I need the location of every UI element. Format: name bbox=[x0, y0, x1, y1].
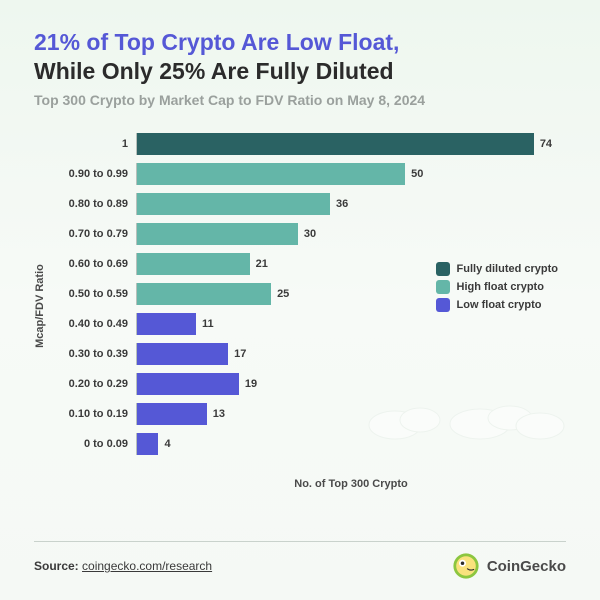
bar-fill: 50 bbox=[137, 163, 405, 185]
bar-track: 50 bbox=[136, 163, 566, 185]
bar-category-label: 0.60 to 0.69 bbox=[62, 258, 136, 270]
bar-category-label: 0.50 to 0.59 bbox=[62, 288, 136, 300]
bar-value-label: 30 bbox=[304, 228, 316, 240]
subtitle: Top 300 Crypto by Market Cap to FDV Rati… bbox=[34, 92, 566, 108]
legend: Fully diluted crypto High float crypto Low… bbox=[436, 262, 558, 316]
bar-row: 0.90 to 0.9950 bbox=[62, 160, 566, 188]
bar-value-label: 17 bbox=[234, 348, 246, 360]
bar-fill: 30 bbox=[137, 223, 298, 245]
headline-line-2: While Only 25% Are Fully Diluted bbox=[34, 57, 566, 86]
x-axis-label: No. of Top 300 Crypto bbox=[136, 478, 566, 490]
cloud-decoration bbox=[360, 390, 570, 440]
bar-fill: 74 bbox=[137, 133, 534, 155]
bar-fill: 19 bbox=[137, 373, 239, 395]
bar-row: 0.70 to 0.7930 bbox=[62, 220, 566, 248]
source-link[interactable]: coingecko.com/research bbox=[82, 559, 212, 573]
legend-swatch bbox=[436, 262, 450, 276]
bar-value-label: 11 bbox=[202, 318, 214, 330]
bar-track: 36 bbox=[136, 193, 566, 215]
bar-category-label: 0.80 to 0.89 bbox=[62, 198, 136, 210]
bar-category-label: 0 to 0.09 bbox=[62, 438, 136, 450]
legend-label: Fully diluted crypto bbox=[457, 263, 558, 275]
legend-label: High float crypto bbox=[457, 281, 544, 293]
coingecko-icon bbox=[452, 552, 480, 580]
legend-swatch bbox=[436, 280, 450, 294]
bar-fill: 17 bbox=[137, 343, 228, 365]
bar-value-label: 21 bbox=[256, 258, 268, 270]
bar-track: 30 bbox=[136, 223, 566, 245]
legend-item: Low float crypto bbox=[436, 298, 558, 312]
bar-value-label: 13 bbox=[213, 408, 225, 420]
footer: Source: coingecko.com/research CoinGecko bbox=[34, 541, 566, 580]
bar-category-label: 0.10 to 0.19 bbox=[62, 408, 136, 420]
bar-row: 0.30 to 0.3917 bbox=[62, 340, 566, 368]
bar-category-label: 1 bbox=[62, 138, 136, 150]
y-axis-label: Mcap/FDV Ratio bbox=[34, 264, 46, 348]
bar-category-label: 0.70 to 0.79 bbox=[62, 228, 136, 240]
headline-line-1: 21% of Top Crypto Are Low Float, bbox=[34, 28, 566, 57]
bar-fill: 25 bbox=[137, 283, 271, 305]
legend-swatch bbox=[436, 298, 450, 312]
brand-logo-block: CoinGecko bbox=[452, 552, 566, 580]
bar-fill: 11 bbox=[137, 313, 196, 335]
bar-fill: 4 bbox=[137, 433, 158, 455]
source-prefix: Source: bbox=[34, 559, 79, 573]
bar-fill: 21 bbox=[137, 253, 250, 275]
bar-category-label: 0.20 to 0.29 bbox=[62, 378, 136, 390]
bar-value-label: 19 bbox=[245, 378, 257, 390]
bar-value-label: 50 bbox=[411, 168, 423, 180]
legend-label: Low float crypto bbox=[457, 299, 542, 311]
bar-row: 0.80 to 0.8936 bbox=[62, 190, 566, 218]
bar-category-label: 0.90 to 0.99 bbox=[62, 168, 136, 180]
bar-row: 174 bbox=[62, 130, 566, 158]
bar-track: 17 bbox=[136, 343, 566, 365]
bar-fill: 36 bbox=[137, 193, 330, 215]
bar-value-label: 25 bbox=[277, 288, 289, 300]
legend-item: Fully diluted crypto bbox=[436, 262, 558, 276]
legend-item: High float crypto bbox=[436, 280, 558, 294]
bar-value-label: 74 bbox=[540, 138, 552, 150]
bar-track: 74 bbox=[136, 133, 566, 155]
bar-value-label: 36 bbox=[336, 198, 348, 210]
bar-fill: 13 bbox=[137, 403, 207, 425]
bar-value-label: 4 bbox=[164, 438, 170, 450]
bar-category-label: 0.40 to 0.49 bbox=[62, 318, 136, 330]
brand-name: CoinGecko bbox=[487, 558, 566, 575]
source-citation: Source: coingecko.com/research bbox=[34, 559, 212, 573]
bar-category-label: 0.30 to 0.39 bbox=[62, 348, 136, 360]
